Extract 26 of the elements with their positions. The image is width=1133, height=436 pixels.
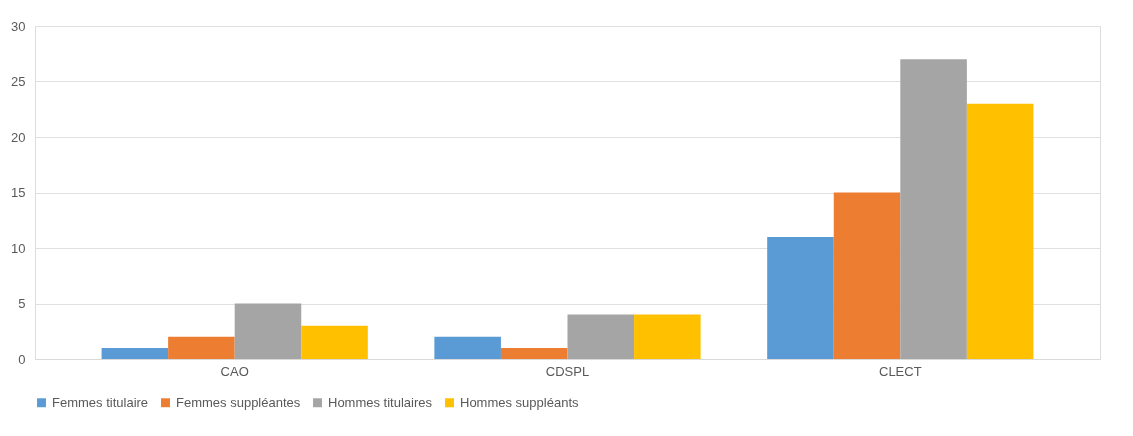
bar bbox=[833, 192, 901, 359]
y-tick-label: 0 bbox=[18, 351, 26, 367]
bar bbox=[168, 336, 235, 359]
y-tick-label: 15 bbox=[11, 185, 26, 200]
legend-label: Hommes suppléants bbox=[460, 394, 579, 410]
legend-label: Femmes suppléantes bbox=[176, 394, 301, 410]
bar bbox=[500, 347, 568, 359]
bar bbox=[567, 314, 635, 359]
bar bbox=[301, 325, 368, 359]
bar bbox=[767, 236, 834, 359]
bar bbox=[101, 347, 169, 359]
legend-label: Femmes titulaire bbox=[52, 394, 149, 410]
bar bbox=[634, 314, 701, 359]
legend-label: Hommes titulaires bbox=[328, 394, 433, 410]
x-tick-label: CAO bbox=[220, 363, 249, 379]
x-tick-label: CLECT bbox=[879, 363, 922, 379]
y-tick-label: 25 bbox=[11, 74, 26, 89]
y-tick-label: 10 bbox=[11, 240, 26, 256]
y-tick-label: 20 bbox=[11, 129, 26, 145]
y-tick-label: 5 bbox=[18, 296, 26, 311]
bar bbox=[434, 336, 501, 359]
x-tick-label: CDSPL bbox=[545, 363, 590, 379]
bar bbox=[234, 303, 302, 359]
y-tick-label: 30 bbox=[11, 18, 26, 34]
bar bbox=[966, 103, 1034, 359]
bar bbox=[900, 59, 967, 359]
